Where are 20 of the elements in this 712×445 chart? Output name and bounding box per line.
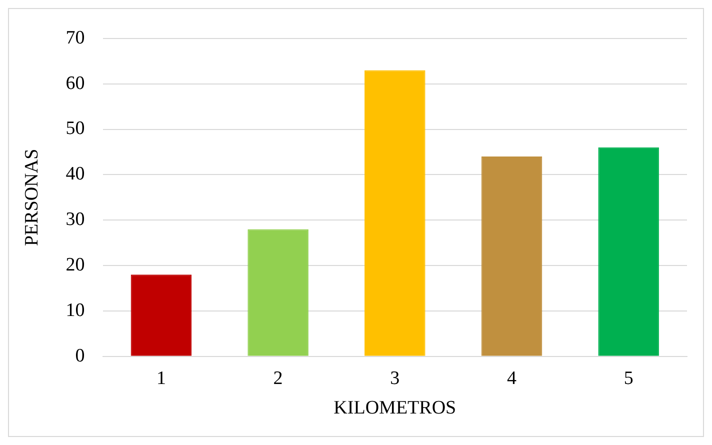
bar bbox=[130, 274, 192, 356]
x-tick-label: 4 bbox=[506, 368, 517, 389]
y-tick-label: 10 bbox=[66, 300, 85, 321]
x-tick-label: 1 bbox=[156, 368, 166, 389]
y-tick-label: 0 bbox=[75, 345, 85, 366]
bar bbox=[364, 70, 426, 356]
bar bbox=[481, 156, 542, 356]
x-tick-label: 5 bbox=[624, 368, 634, 389]
bar bbox=[248, 229, 308, 356]
y-tick-label: 40 bbox=[66, 164, 85, 185]
y-axis-title: PERSONAS bbox=[21, 148, 42, 246]
y-tick-label: 30 bbox=[66, 209, 85, 230]
x-tick-label: 3 bbox=[390, 368, 400, 389]
x-tick-label: 2 bbox=[273, 368, 283, 389]
y-tick-label: 20 bbox=[66, 254, 85, 276]
bar bbox=[598, 147, 659, 356]
x-axis-title: KILOMETROS bbox=[334, 398, 456, 419]
y-tick-label: 50 bbox=[66, 118, 85, 140]
y-tick-label: 60 bbox=[66, 72, 85, 94]
y-tick-label: 70 bbox=[66, 27, 85, 48]
